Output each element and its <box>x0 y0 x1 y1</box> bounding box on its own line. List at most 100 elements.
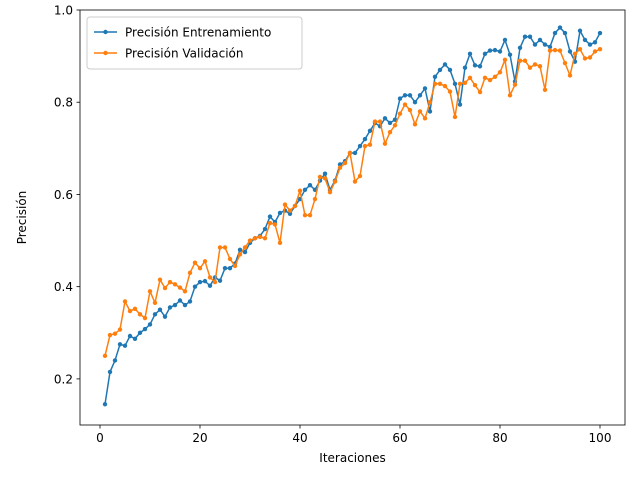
data-point <box>387 129 393 135</box>
data-point <box>262 236 268 241</box>
data-point <box>172 282 178 287</box>
data-point <box>497 70 503 75</box>
data-point <box>202 278 208 284</box>
data-point <box>157 277 163 282</box>
data-point <box>427 109 433 114</box>
data-point <box>327 189 333 195</box>
data-point <box>332 179 338 184</box>
data-point <box>577 46 583 52</box>
legend: Precisión Entrenamiento Precisión Validac… <box>86 16 303 70</box>
data-point <box>587 55 593 60</box>
data-point <box>407 93 413 98</box>
data-point <box>167 279 173 285</box>
data-point <box>112 358 118 363</box>
data-point <box>447 89 453 94</box>
data-point <box>282 202 288 207</box>
data-point <box>532 42 538 47</box>
data-point <box>272 222 278 227</box>
data-point <box>437 81 443 86</box>
data-point <box>117 342 123 347</box>
data-point <box>492 47 498 53</box>
data-point <box>552 30 558 36</box>
data-point <box>457 81 463 86</box>
data-point <box>192 260 198 265</box>
data-point <box>227 256 233 262</box>
data-point <box>532 62 538 67</box>
series-line <box>104 48 601 357</box>
data-point <box>107 369 113 375</box>
data-point <box>182 289 188 294</box>
plot-frame <box>79 9 626 426</box>
data-point <box>317 174 323 180</box>
legend-box <box>86 16 303 70</box>
data-point <box>542 42 548 47</box>
data-point <box>342 160 348 166</box>
data-point <box>127 308 133 314</box>
data-point <box>432 74 438 80</box>
data-point <box>372 119 378 124</box>
data-point <box>202 259 208 264</box>
data-point <box>502 37 508 43</box>
data-point <box>387 120 393 126</box>
data-point <box>392 117 398 122</box>
data-point <box>117 327 123 332</box>
data-point <box>472 63 478 68</box>
series-line <box>104 26 601 405</box>
data-point <box>147 289 153 294</box>
data-point <box>487 48 493 53</box>
data-point <box>302 212 308 218</box>
x-tick-label: 60 <box>392 431 407 445</box>
y-axis-ticks: 0.2 0.4 0.6 0.8 1.0 <box>54 4 80 386</box>
data-point <box>407 107 413 113</box>
data-point <box>367 128 373 134</box>
data-point <box>102 353 108 359</box>
data-point <box>522 34 528 39</box>
data-point <box>277 240 283 246</box>
data-point <box>462 80 468 86</box>
data-point <box>142 315 148 321</box>
data-point <box>112 331 118 336</box>
data-point <box>152 312 158 317</box>
data-point <box>487 77 493 83</box>
legend-entry-label: Precisión Entrenamiento <box>125 26 271 40</box>
y-axis-label: Precisión <box>15 191 29 245</box>
data-point <box>552 47 558 53</box>
data-point <box>187 299 193 304</box>
data-point <box>597 30 603 36</box>
data-point <box>242 249 248 255</box>
data-point <box>182 302 188 308</box>
data-point <box>187 270 193 276</box>
data-point <box>197 266 203 271</box>
data-point <box>572 51 578 57</box>
data-point <box>302 187 308 193</box>
data-point <box>217 245 223 250</box>
data-point <box>547 48 553 53</box>
data-point <box>562 30 568 36</box>
data-point <box>307 212 313 218</box>
data-point <box>322 176 328 181</box>
data-point <box>192 284 198 289</box>
legend-swatch-marker <box>103 29 108 35</box>
data-point <box>237 252 243 257</box>
data-point <box>262 226 268 232</box>
data-point <box>597 46 603 52</box>
data-point <box>162 314 168 319</box>
data-point <box>592 40 598 45</box>
data-point <box>567 73 573 78</box>
data-point <box>402 102 408 107</box>
data-point <box>557 48 563 53</box>
data-point <box>132 306 138 311</box>
data-point <box>482 75 488 80</box>
data-point <box>237 247 243 252</box>
data-point <box>352 150 358 156</box>
legend-entry-label: Precisión Validación <box>125 47 244 61</box>
data-point <box>467 75 473 80</box>
data-point <box>107 332 113 338</box>
x-tick-label: 40 <box>292 431 307 445</box>
data-point <box>542 87 548 92</box>
data-point <box>522 58 528 63</box>
data-point <box>267 214 273 219</box>
data-point <box>382 116 388 121</box>
data-point <box>222 245 228 250</box>
